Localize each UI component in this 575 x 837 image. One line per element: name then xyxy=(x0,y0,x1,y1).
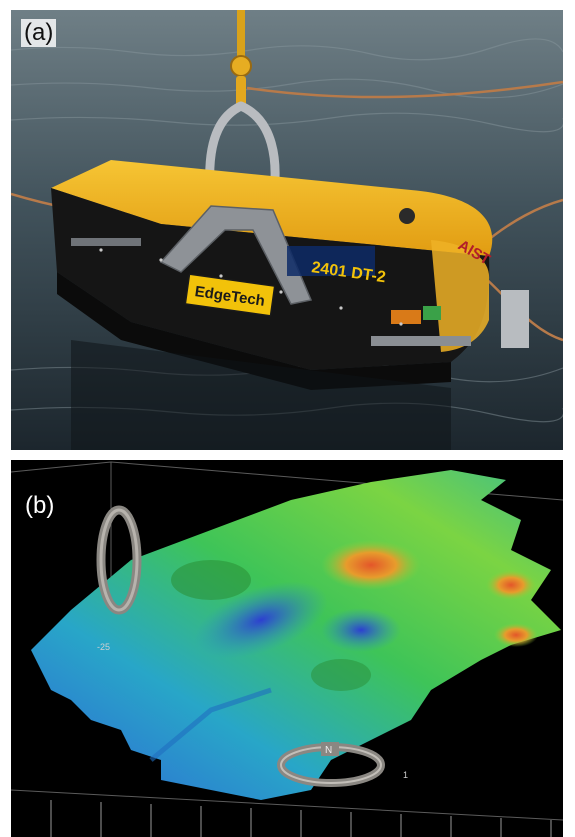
panel-label-b: (b) xyxy=(22,492,57,520)
bathymetry-render: -25 N 1 xyxy=(11,460,563,837)
sonar-photo-panel: EdgeTech 2401 DT-2 AIST (a) xyxy=(11,10,563,450)
bathymetry-panel: -25 N 1 (b) xyxy=(11,460,563,837)
sonar-photo: EdgeTech 2401 DT-2 AIST xyxy=(11,10,563,450)
panel-label-a: (a) xyxy=(21,19,56,47)
scale-mark: 1 xyxy=(403,770,408,780)
compass-letter: N xyxy=(325,745,332,756)
depth-label: -25 xyxy=(97,642,110,652)
